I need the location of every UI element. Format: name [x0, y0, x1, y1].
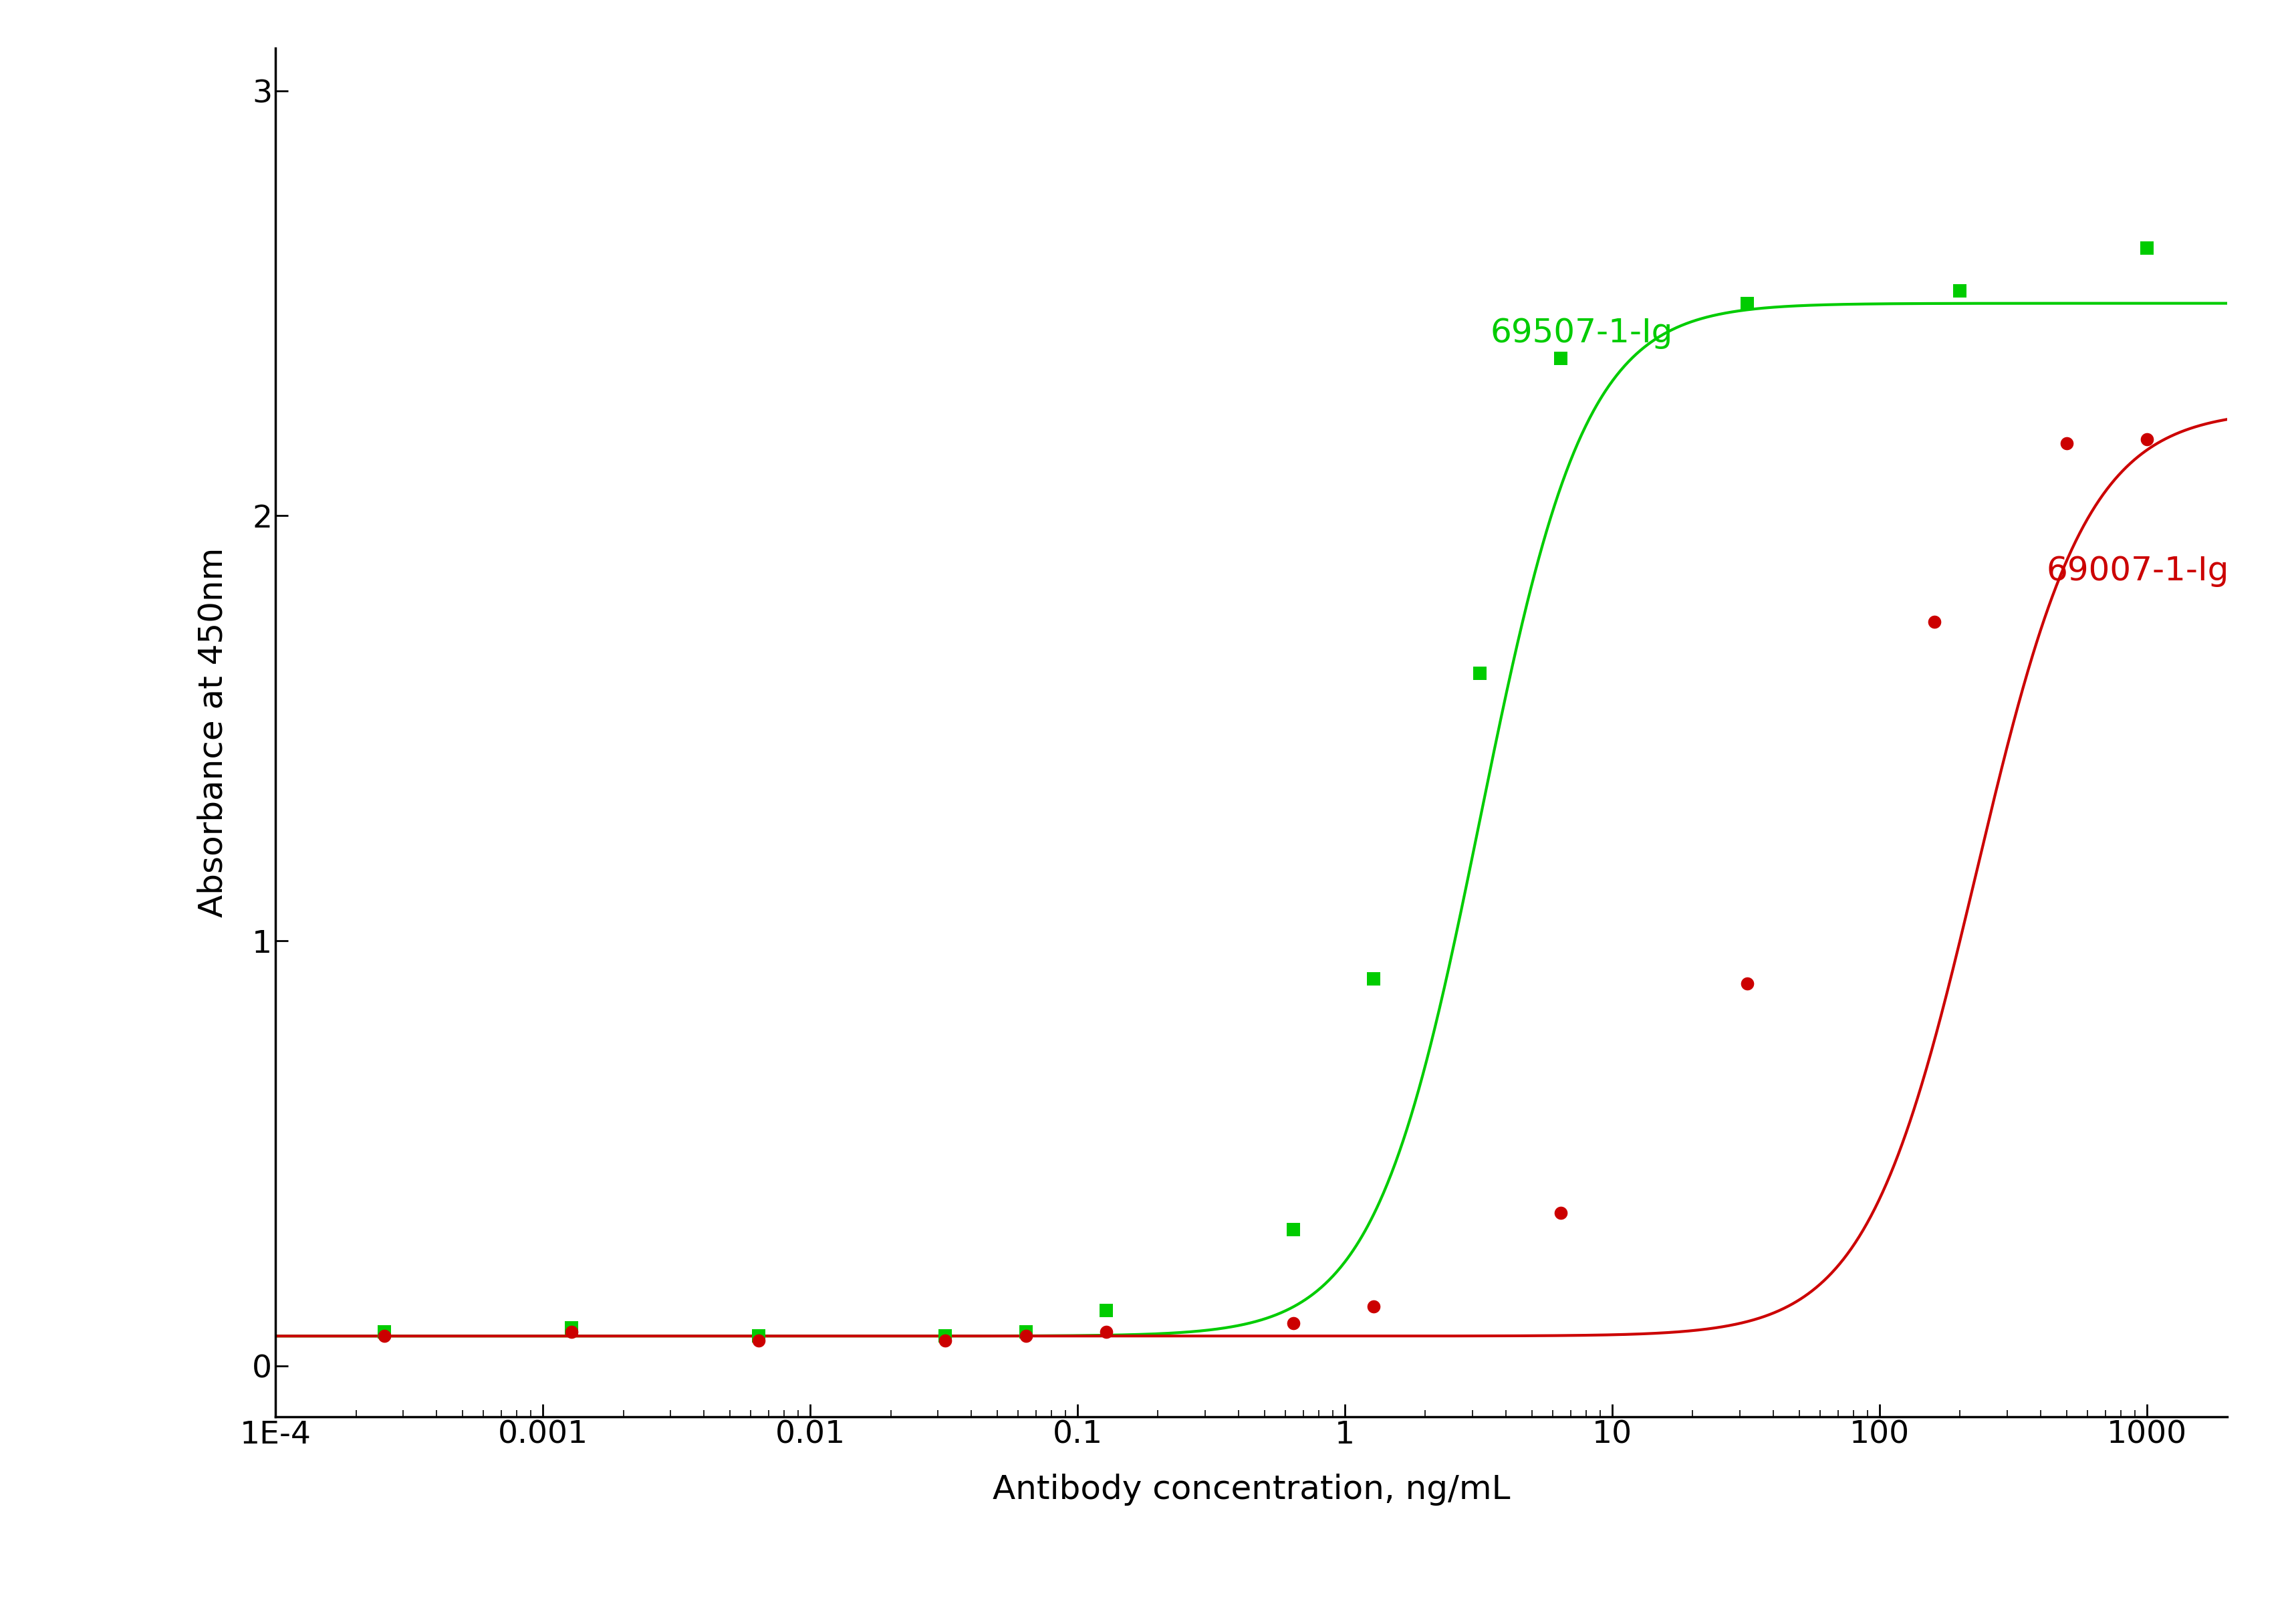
Point [1008, 1323, 1045, 1349]
Point [1274, 1311, 1311, 1336]
Point [1942, 277, 1979, 303]
Point [1463, 660, 1499, 686]
Point [553, 1319, 590, 1344]
Point [1729, 971, 1766, 997]
Point [2128, 427, 2165, 452]
Point [1355, 966, 1391, 992]
Point [739, 1323, 776, 1349]
Point [1088, 1319, 1125, 1344]
Point [367, 1323, 404, 1349]
Point [1008, 1319, 1045, 1344]
Y-axis label: Absorbance at 450nm: Absorbance at 450nm [197, 547, 230, 918]
Point [2048, 430, 2085, 456]
Point [1729, 290, 1766, 316]
Point [1274, 1217, 1311, 1243]
Point [2128, 235, 2165, 261]
Text: 69507-1-Ig: 69507-1-Ig [1490, 317, 1674, 349]
Point [1543, 346, 1580, 372]
Point [1915, 609, 1952, 634]
Point [553, 1315, 590, 1341]
Point [928, 1327, 964, 1352]
Text: 69007-1-Ig: 69007-1-Ig [2046, 555, 2229, 588]
X-axis label: Antibody concentration, ng/mL: Antibody concentration, ng/mL [992, 1473, 1511, 1505]
Point [739, 1327, 776, 1352]
Point [367, 1319, 404, 1344]
Point [1543, 1199, 1580, 1225]
Point [928, 1323, 964, 1349]
Point [1355, 1293, 1391, 1319]
Point [1088, 1298, 1125, 1323]
